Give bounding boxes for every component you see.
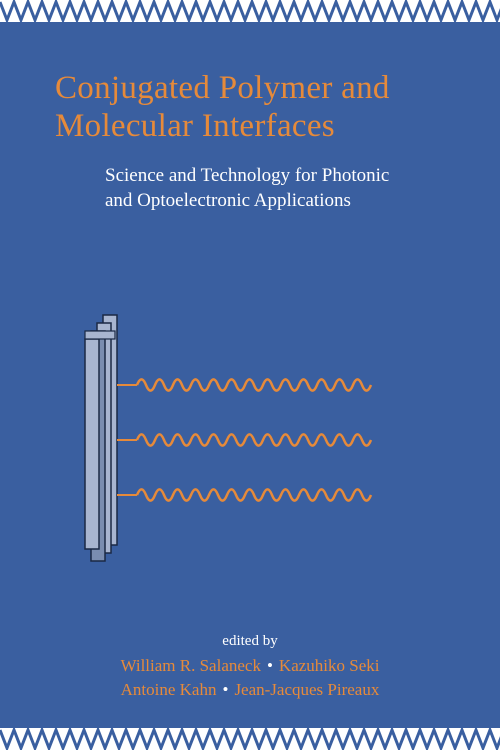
- editors-block: edited by William R. Salaneck • Kazuhiko S…: [0, 633, 500, 702]
- title-block: Conjugated Polymer and Molecular Interfa…: [55, 70, 455, 213]
- subtitle-line-1: Science and Technology for Photonic: [105, 165, 389, 186]
- title-line-1: Conjugated Polymer and: [55, 70, 390, 106]
- editors-line-1: William R. Salaneck • Kazuhiko Seki: [0, 654, 500, 678]
- subtitle-line-2: and Optoelectronic Applications: [105, 190, 351, 211]
- editor-name: Kazuhiko Seki: [279, 656, 380, 675]
- diagram-svg: [75, 305, 435, 565]
- editor-name: Antoine Kahn: [121, 680, 217, 699]
- cover-diagram: [75, 305, 435, 565]
- book-subtitle: Science and Technology for Photonic and …: [105, 164, 455, 213]
- zigzag-svg-bottom: [0, 728, 500, 750]
- editor-separator: •: [267, 656, 273, 675]
- top-zigzag-border: [0, 0, 500, 22]
- book-cover: Conjugated Polymer and Molecular Interfa…: [0, 0, 500, 750]
- zigzag-svg-top: [0, 0, 500, 22]
- title-line-2: Molecular Interfaces: [55, 108, 335, 144]
- editor-separator: •: [222, 680, 228, 699]
- editor-name: William R. Salaneck: [120, 656, 260, 675]
- book-title: Conjugated Polymer and Molecular Interfa…: [55, 70, 455, 146]
- editor-name: Jean-Jacques Pireaux: [234, 680, 379, 699]
- editors-line-2: Antoine Kahn • Jean-Jacques Pireaux: [0, 678, 500, 702]
- bottom-zigzag-border: [0, 728, 500, 750]
- edited-by-label: edited by: [0, 633, 500, 650]
